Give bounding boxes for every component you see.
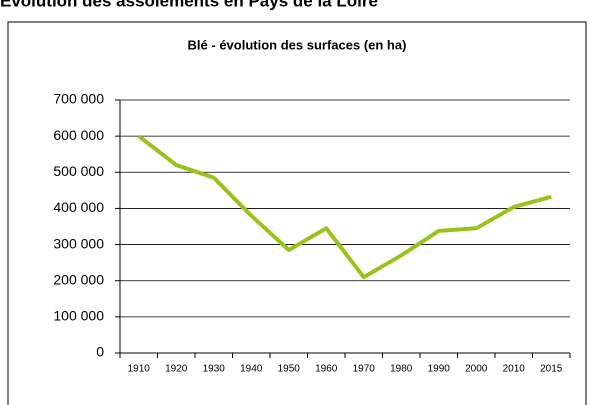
y-tick-label: 100 000 <box>53 308 104 324</box>
y-tick-label: 300 000 <box>53 235 104 251</box>
x-tick-label: 1990 <box>428 364 451 375</box>
chart-title: Blé - évolution des surfaces (en ha) <box>188 37 407 52</box>
x-tick-label: 1980 <box>390 364 413 375</box>
x-tick-label: 1940 <box>240 364 263 375</box>
x-tick-label: 1920 <box>165 364 188 375</box>
x-tick-label: 1960 <box>315 364 338 375</box>
page-heading: Évolution des assolements en Pays de la … <box>0 0 378 10</box>
x-tick-label: 1970 <box>353 364 376 375</box>
y-tick-label: 600 000 <box>53 127 104 143</box>
y-tick-label: 500 000 <box>53 163 104 179</box>
x-tick-label: 2000 <box>465 364 488 375</box>
y-tick-label: 0 <box>96 344 104 360</box>
data-line <box>137 134 552 280</box>
x-tick-label: 1930 <box>203 364 226 375</box>
x-tick-label: 2010 <box>503 364 526 375</box>
x-tick-label: 1950 <box>278 364 301 375</box>
x-tick-label: 2015 <box>540 364 563 375</box>
y-tick-label: 400 000 <box>53 199 104 215</box>
chart-frame <box>7 21 587 405</box>
x-tick-label: 1910 <box>128 364 151 375</box>
y-tick-label: 200 000 <box>53 271 104 287</box>
y-tick-label: 700 000 <box>53 91 104 107</box>
